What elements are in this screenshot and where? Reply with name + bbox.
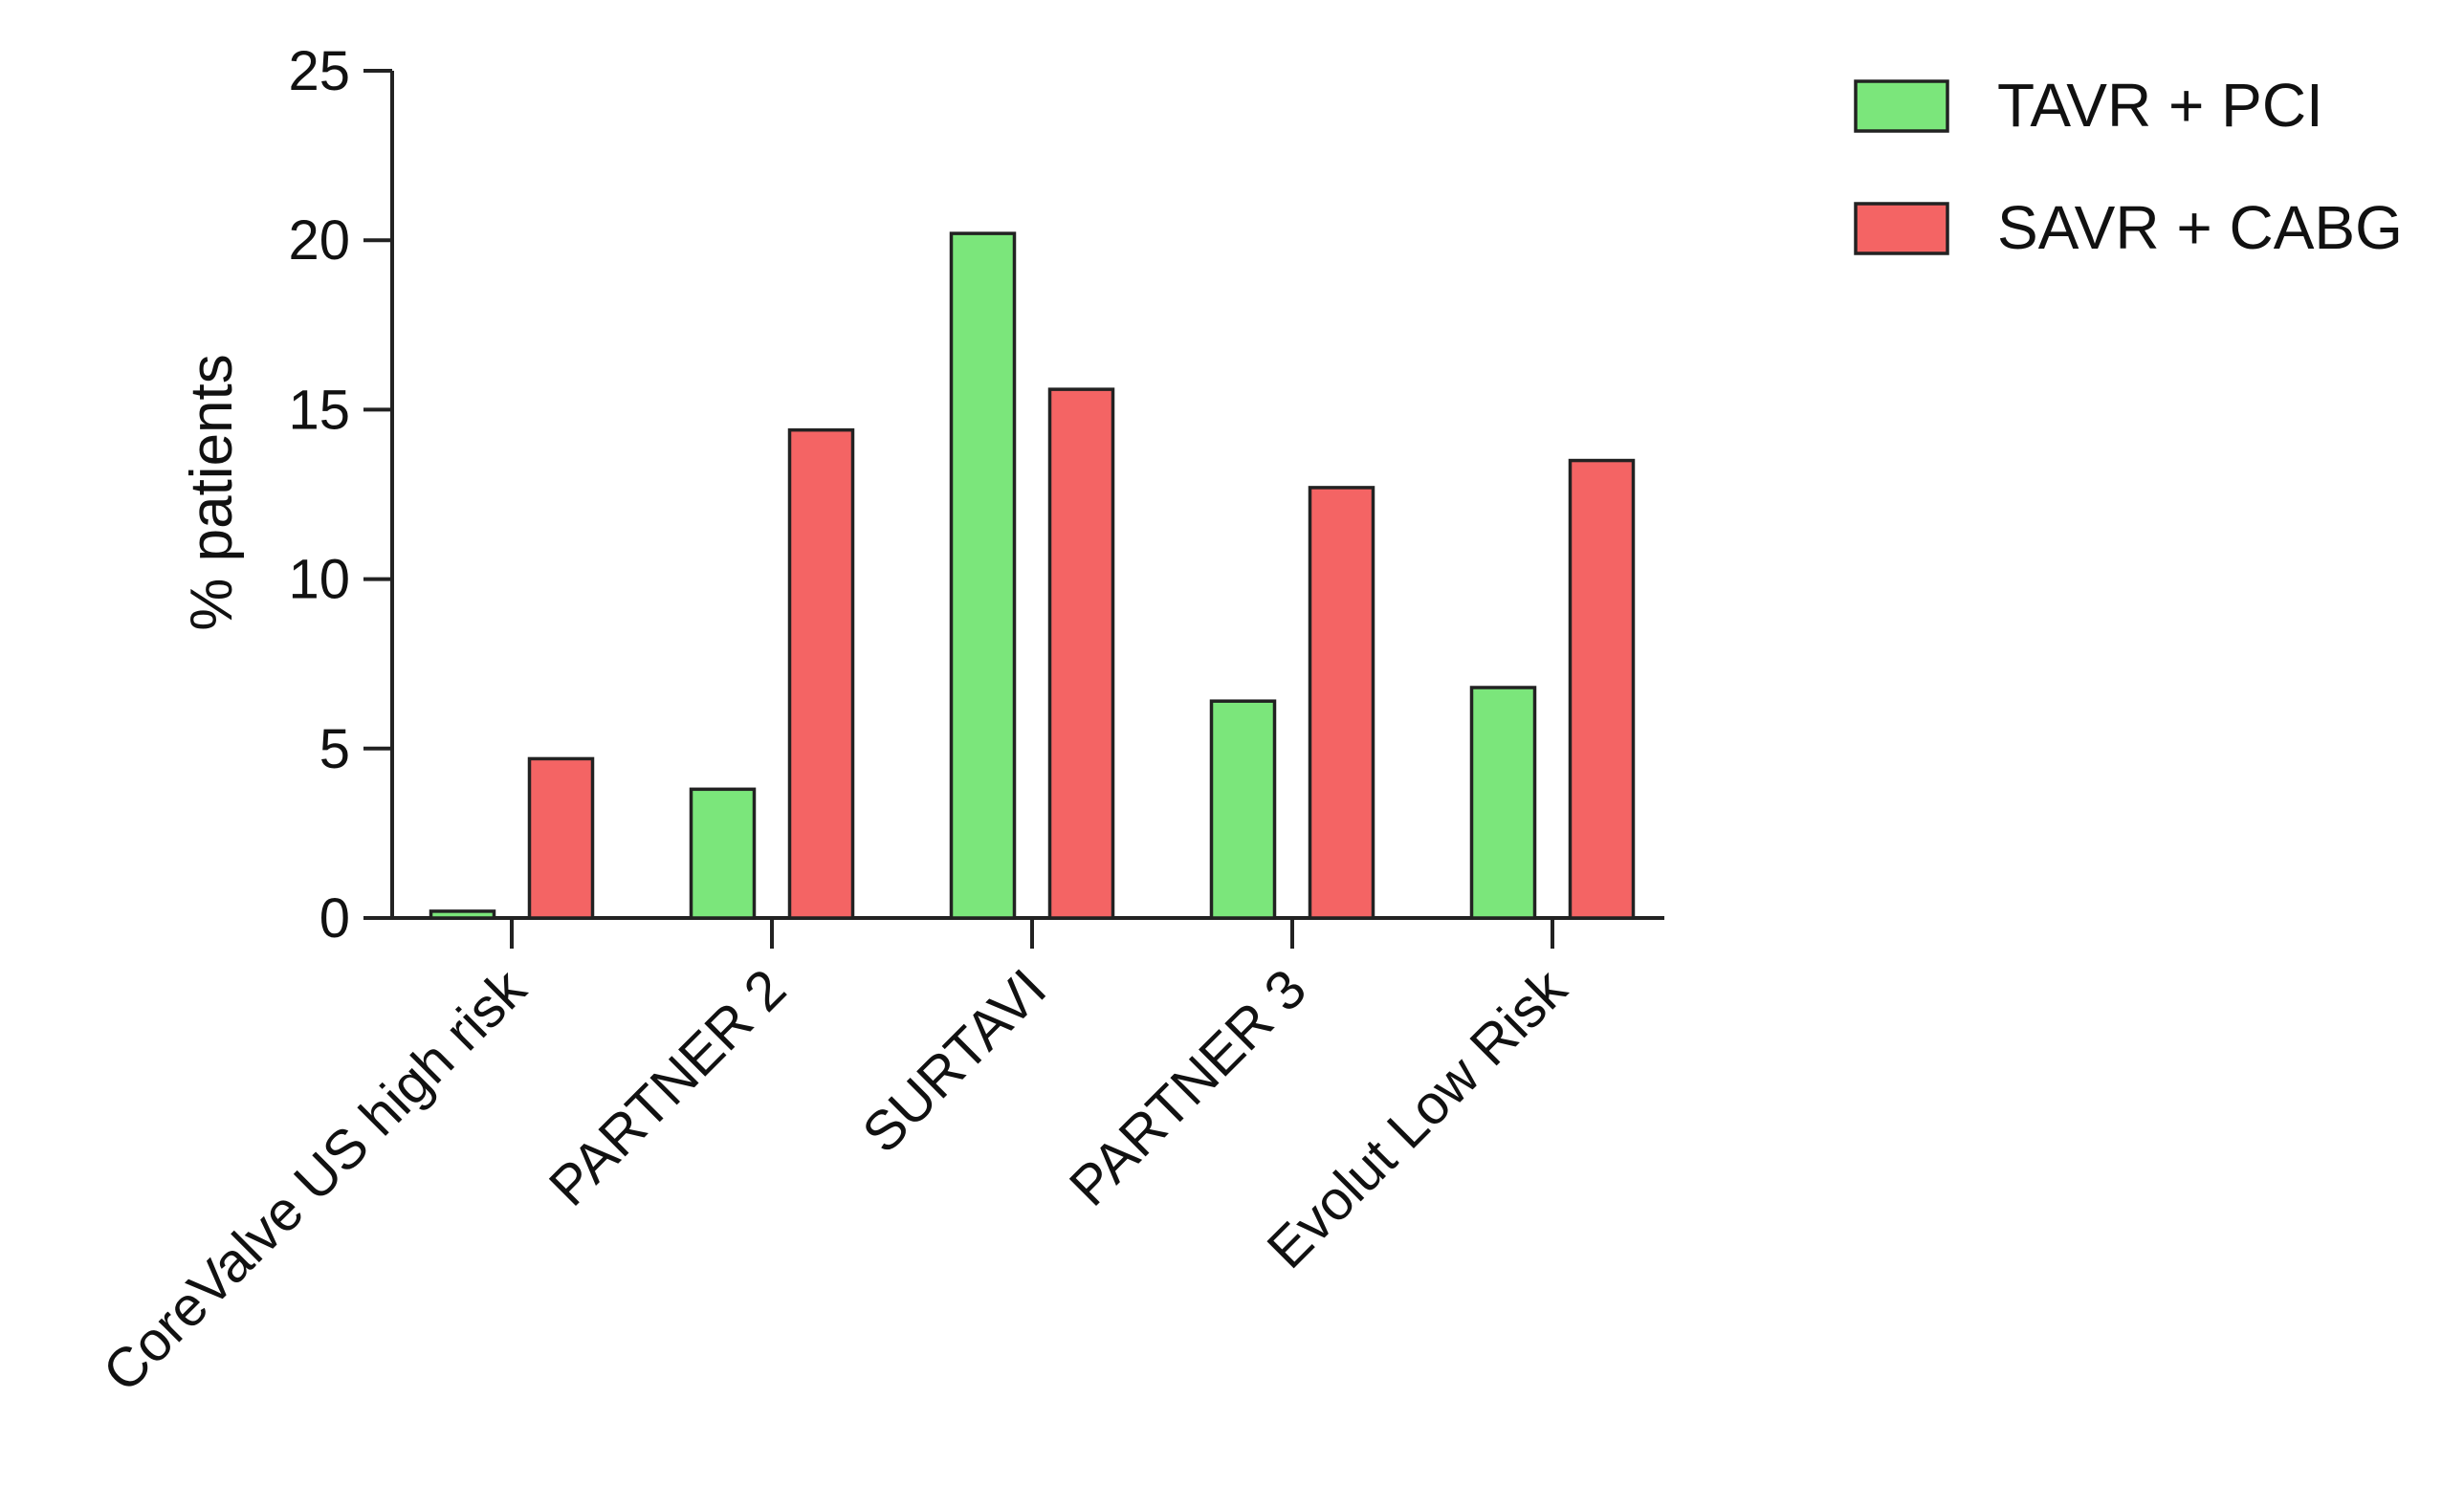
bar-savr-cabg-2 [1047, 387, 1115, 920]
bar-tavr-pci-2 [949, 231, 1017, 920]
y-tick-label: 25 [288, 40, 350, 102]
y-tick-label: 0 [319, 887, 350, 950]
bar-tavr-pci-1 [689, 787, 757, 920]
x-category-label: PARTNER 3 [1058, 957, 1318, 1217]
y-tick-label: 15 [288, 379, 350, 441]
y-tick-label: 20 [288, 209, 350, 272]
category-labels: CoreValve US high risk PARTNER 2 SURTAVI PA… [91, 957, 1579, 1405]
legend: TAVR + PCI SAVR + CABG [1854, 71, 2403, 262]
legend-swatch-1 [1854, 202, 1949, 255]
bar-tavr-pci-3 [1209, 699, 1277, 920]
y-axis-title: % patients [179, 354, 245, 631]
y-ticks: 0 5 10 15 20 25 [288, 40, 392, 950]
bar-savr-cabg-4 [1568, 458, 1636, 920]
x-category-label: CoreValve US high risk [91, 957, 539, 1405]
legend-label-0: TAVR + PCI [1997, 71, 2323, 140]
bar-savr-cabg-3 [1308, 486, 1375, 920]
x-ticks [510, 918, 1554, 949]
x-category-label: PARTNER 2 [538, 957, 798, 1217]
bar-savr-cabg-1 [787, 427, 855, 920]
axes [390, 71, 1664, 920]
y-tick-label: 5 [319, 718, 350, 780]
legend-swatch-0 [1854, 79, 1949, 133]
x-category-label: SURTAVI [850, 957, 1058, 1165]
bar-tavr-pci-4 [1469, 686, 1537, 920]
legend-label-1: SAVR + CABG [1997, 193, 2403, 262]
bar-tavr-pci-0 [429, 909, 496, 920]
y-tick-label: 10 [288, 549, 350, 611]
bars [429, 231, 1636, 920]
bar-savr-cabg-0 [527, 756, 595, 920]
